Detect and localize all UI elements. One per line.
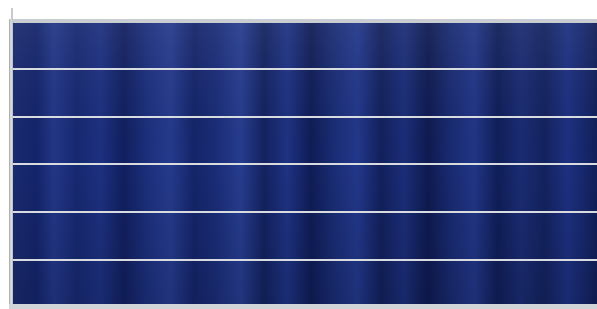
solar-panel-photo [0,0,597,309]
page [0,0,597,309]
frame-tab [11,8,13,20]
frame-left-edge [9,19,13,309]
frame-bottom [9,304,597,309]
